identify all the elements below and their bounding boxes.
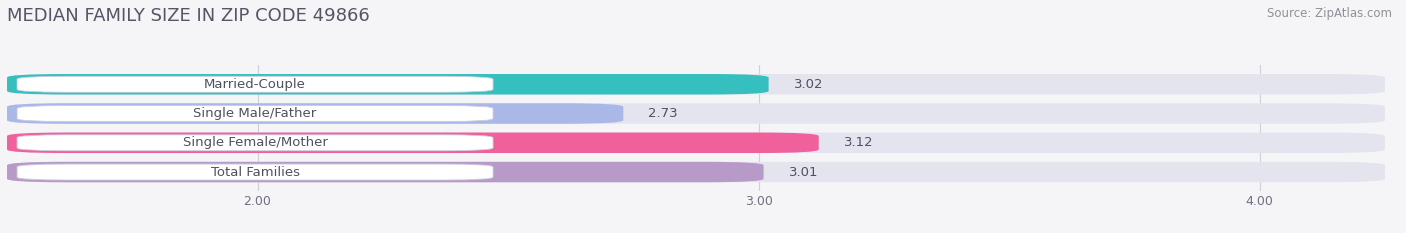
FancyBboxPatch shape (7, 133, 1385, 153)
FancyBboxPatch shape (17, 164, 494, 180)
FancyBboxPatch shape (17, 76, 494, 92)
FancyBboxPatch shape (7, 103, 1385, 124)
FancyBboxPatch shape (17, 106, 494, 121)
FancyBboxPatch shape (7, 74, 769, 95)
Text: Source: ZipAtlas.com: Source: ZipAtlas.com (1267, 7, 1392, 20)
Text: Single Female/Mother: Single Female/Mother (183, 136, 328, 149)
Text: Married-Couple: Married-Couple (204, 78, 307, 91)
FancyBboxPatch shape (7, 103, 623, 124)
FancyBboxPatch shape (7, 74, 1385, 95)
FancyBboxPatch shape (7, 162, 1385, 182)
FancyBboxPatch shape (17, 135, 494, 151)
Text: 3.02: 3.02 (793, 78, 823, 91)
Text: Total Families: Total Families (211, 165, 299, 178)
Text: MEDIAN FAMILY SIZE IN ZIP CODE 49866: MEDIAN FAMILY SIZE IN ZIP CODE 49866 (7, 7, 370, 25)
Text: 3.01: 3.01 (789, 165, 818, 178)
FancyBboxPatch shape (7, 133, 818, 153)
Text: 3.12: 3.12 (844, 136, 873, 149)
Text: Single Male/Father: Single Male/Father (194, 107, 316, 120)
Text: 2.73: 2.73 (648, 107, 678, 120)
FancyBboxPatch shape (7, 162, 763, 182)
